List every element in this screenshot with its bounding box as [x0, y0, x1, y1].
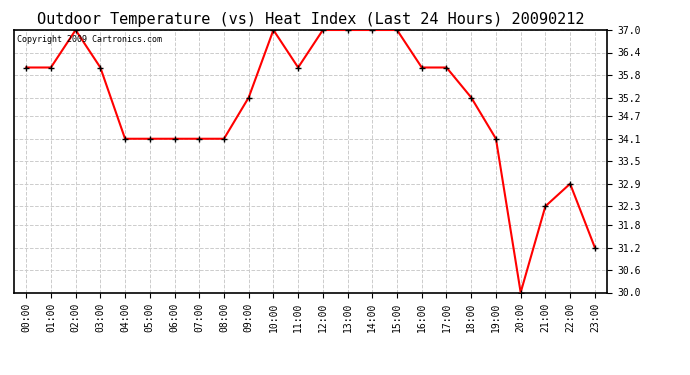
Title: Outdoor Temperature (vs) Heat Index (Last 24 Hours) 20090212: Outdoor Temperature (vs) Heat Index (Las… [37, 12, 584, 27]
Text: Copyright 2009 Cartronics.com: Copyright 2009 Cartronics.com [17, 35, 161, 44]
